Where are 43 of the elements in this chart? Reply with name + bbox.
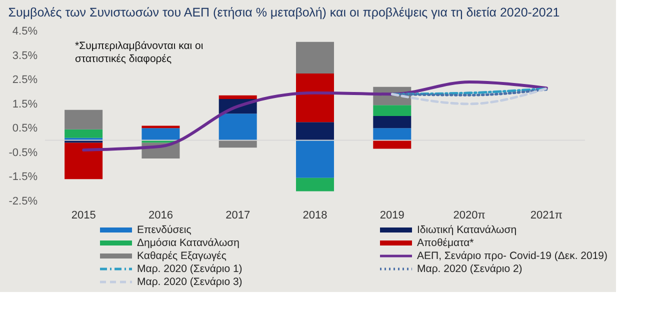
- y-tick-label: 4.5%: [12, 26, 38, 38]
- legend-label: Επενδύσεις: [137, 224, 192, 236]
- y-tick-label: -2.5%: [8, 196, 38, 208]
- bar: [296, 122, 334, 140]
- y-tick-label: -0.5%: [8, 146, 38, 159]
- legend-label: Δημόσια Κατανάλωση: [137, 237, 240, 249]
- x-tick-label: 2019: [380, 210, 404, 222]
- x-tick-label: 2018: [302, 210, 328, 222]
- chart-title: Συμβολές των Συνιστωσών του ΑΕΠ (ετήσια % μεταβολή) και οι προβλέψεις για τη διετία 2020-2021: [8, 6, 560, 20]
- bar: [218, 114, 257, 140]
- y-tick-label: -1.5%: [8, 171, 38, 184]
- bar: [373, 128, 412, 140]
- x-tick-label: 2015: [71, 210, 96, 222]
- bar: [296, 140, 334, 178]
- y-tick-label: 0.5%: [12, 122, 38, 135]
- legend-label: Μαρ. 2020 (Σενάριο 3): [137, 276, 242, 288]
- bar: [64, 129, 103, 138]
- bar: [218, 95, 257, 99]
- legend-label: ΑΕΠ, Σενάριο προ- Covid-19 (Δεκ. 2019): [417, 250, 608, 262]
- line-series: [82, 80, 548, 152]
- bar: [296, 42, 334, 74]
- legend-label: Μαρ. 2020 (Σενάριο 1): [137, 263, 242, 275]
- bar: [142, 128, 180, 140]
- y-tick-label: 2.5%: [12, 74, 38, 86]
- bar: [296, 74, 334, 122]
- x-tick-label: 2021π: [530, 210, 563, 222]
- legend-label: Ιδιωτική Κατανάλωση: [417, 224, 517, 236]
- bar: [373, 140, 412, 149]
- x-tick-label: 2020π: [453, 210, 486, 222]
- x-tick-label: 2016: [148, 210, 173, 222]
- bar: [142, 126, 180, 128]
- bar: [373, 105, 412, 116]
- bar: [64, 142, 103, 180]
- y-tick-label: 3.5%: [12, 50, 38, 62]
- legend-label: Καθαρές Εξαγωγές: [137, 250, 226, 262]
- annotation: *Συμπεριλαμβάνονται και οι στατιστικές διαφορές: [75, 40, 204, 65]
- legend-label: Αποθέματα*: [417, 237, 474, 249]
- bar: [64, 110, 103, 130]
- bar: [373, 116, 412, 128]
- legend-label: Μαρ. 2020 (Σενάριο 2): [417, 263, 522, 275]
- bar: [296, 178, 334, 192]
- x-tick-label: 2017: [226, 210, 250, 222]
- y-tick-label: 1.5%: [12, 98, 38, 110]
